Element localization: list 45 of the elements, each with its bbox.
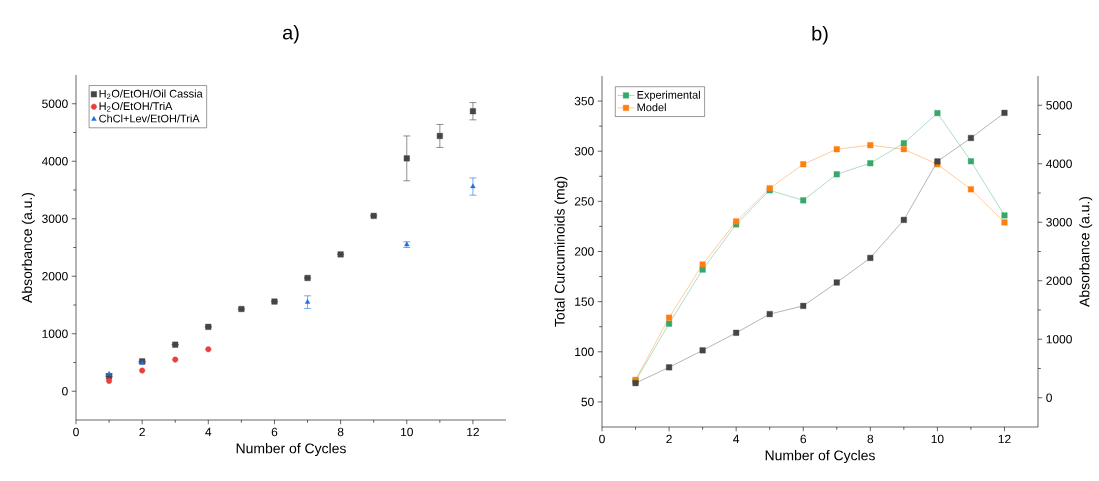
y-axis-title: Absorbance (a.u.) [21, 192, 35, 303]
y2-tick-label: 1000 [1046, 335, 1072, 344]
x-tick-label: 12 [467, 427, 479, 437]
legend-label: Experimental [637, 90, 700, 101]
x-tick-label: 8 [337, 427, 344, 437]
y-tick-label: 5000 [42, 99, 68, 108]
x-tick-label: 0 [73, 427, 79, 437]
y-tick-label: 200 [574, 247, 594, 256]
y-tick-label: 300 [574, 146, 594, 156]
x-tick-label: 10 [931, 434, 944, 444]
y-tick-label: 4000 [41, 157, 68, 166]
x-tick-label: 2 [139, 427, 145, 437]
x-tick-label: 12 [998, 434, 1011, 444]
y-tick-label: 350 [574, 96, 594, 106]
x-tick-label: 4 [733, 434, 740, 443]
y-tick-label: 0 [62, 387, 68, 396]
x-tick-label: 6 [800, 434, 807, 444]
y-tick-label: 150 [575, 297, 594, 306]
y2-tick-label: 3000 [1046, 218, 1072, 227]
y2-axis-title: Absorbance (a.u.) [1079, 196, 1093, 307]
x-tick-label: 10 [401, 427, 413, 437]
chart-title: b) [812, 25, 828, 45]
x-tick-label: 8 [867, 434, 874, 444]
y-tick-label: 50 [581, 397, 594, 407]
y2-tick-label: 5000 [1046, 101, 1072, 110]
y-axis-title: Total Curcuminoids (mg) [554, 176, 568, 327]
y-tick-label: 1000 [42, 329, 68, 338]
legend-label: H$_{2}$O/EtOH/TriA [99, 101, 173, 112]
y2-tick-label: 0 [1046, 393, 1052, 402]
legend-label: H$_{2}$O/EtOH/Oil Cassia [99, 89, 203, 100]
legend-label: ChCl+Lev/EtOH/TriA [99, 114, 200, 123]
y-tick-label: 2000 [42, 272, 68, 281]
x-tick-label: 6 [271, 427, 278, 437]
legend-label: Model [637, 103, 666, 112]
y2-tick-label: 2000 [1046, 276, 1072, 285]
y2-tick-label: 4000 [1046, 159, 1072, 168]
x-tick-label: 4 [205, 427, 212, 436]
x-axis-title: Number of Cycles [765, 450, 875, 464]
y-tick-label: 3000 [42, 214, 68, 223]
y-tick-label: 250 [574, 197, 594, 206]
x-tick-label: 0 [599, 434, 605, 444]
chart-title: a) [282, 24, 299, 44]
x-axis-title: Number of Cycles [236, 443, 346, 457]
x-tick-label: 2 [666, 434, 672, 444]
y-tick-label: 100 [575, 347, 594, 357]
